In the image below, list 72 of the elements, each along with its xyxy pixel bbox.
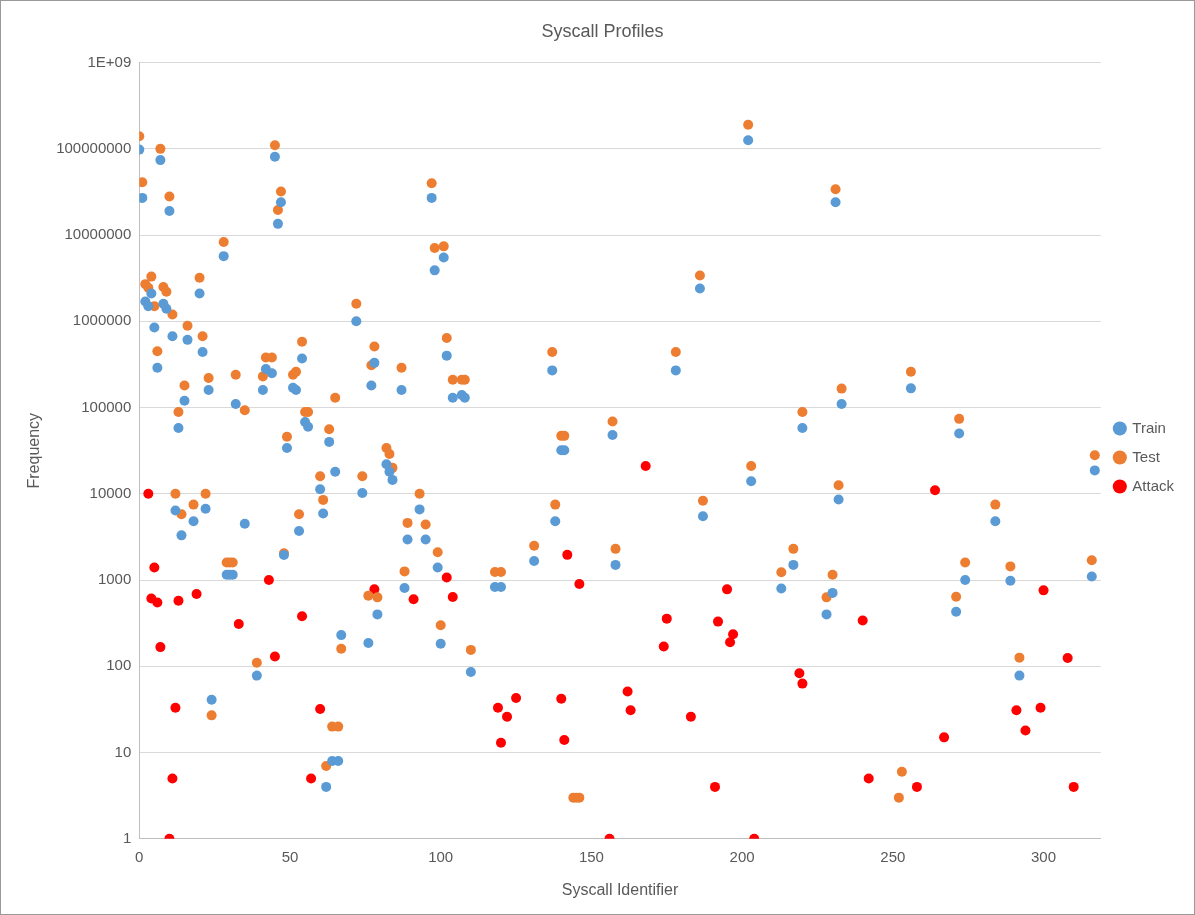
- point: [233, 618, 244, 629]
- y-tick-label: 1000: [97, 570, 132, 588]
- x-axis-title: Syscall Identifier: [561, 880, 679, 898]
- legend-label: Train: [1132, 418, 1166, 436]
- point: [315, 703, 326, 714]
- point: [863, 773, 874, 784]
- point: [640, 461, 651, 472]
- y-tick-label: 1E+09: [87, 52, 132, 70]
- y-tick-label: 10000000: [64, 225, 132, 243]
- y-tick-label: 100: [106, 656, 132, 674]
- y-tick-label: 10: [114, 742, 132, 760]
- y-tick-label: 100000000: [56, 138, 132, 156]
- point: [502, 711, 513, 722]
- point: [939, 732, 950, 743]
- x-tick-label: 100: [428, 847, 454, 865]
- point: [911, 781, 922, 792]
- point: [797, 678, 808, 689]
- chart-title: Syscall Profiles: [541, 20, 664, 41]
- y-tick-label: 1000000: [72, 311, 132, 329]
- point: [725, 637, 736, 648]
- x-tick-label: 150: [578, 847, 604, 865]
- legend-label: Test: [1132, 447, 1161, 465]
- point: [559, 734, 570, 745]
- point: [143, 488, 154, 499]
- point: [269, 651, 280, 662]
- point: [167, 773, 178, 784]
- point: [1020, 725, 1031, 736]
- y-tick-label: 100000: [81, 397, 132, 415]
- point: [556, 693, 567, 704]
- point: [408, 594, 419, 605]
- point: [170, 702, 181, 713]
- point: [441, 572, 452, 583]
- point: [1035, 702, 1046, 713]
- point: [155, 642, 166, 653]
- point: [447, 592, 458, 603]
- y-axis-title: Frequency: [25, 412, 43, 489]
- y-tick-label: 1: [122, 828, 132, 846]
- point: [857, 615, 868, 626]
- point: [722, 584, 733, 595]
- x-tick-label: 0: [135, 847, 144, 865]
- point: [574, 579, 585, 590]
- point: [492, 702, 503, 713]
- x-tick-label: 250: [880, 847, 906, 865]
- point: [495, 737, 506, 748]
- point: [149, 562, 160, 573]
- point: [661, 613, 672, 624]
- point: [1038, 585, 1049, 596]
- point: [625, 705, 636, 716]
- point: [1062, 652, 1073, 663]
- point: [658, 641, 669, 652]
- point: [562, 549, 573, 560]
- point: [263, 575, 274, 586]
- point: [152, 597, 163, 608]
- point: [728, 629, 739, 640]
- point: [713, 616, 724, 627]
- point: [511, 692, 522, 703]
- x-tick-label: 50: [281, 847, 299, 865]
- point: [191, 588, 202, 599]
- x-tick-label: 300: [1031, 847, 1057, 865]
- point: [710, 781, 720, 792]
- point: [1011, 705, 1022, 716]
- point: [930, 485, 941, 496]
- point: [794, 668, 805, 679]
- y-tick-label: 10000: [89, 483, 132, 501]
- point: [297, 611, 308, 622]
- point: [685, 711, 696, 722]
- legend-label: Attack: [1132, 476, 1175, 494]
- point: [1068, 781, 1079, 792]
- point: [622, 686, 633, 697]
- point: [173, 595, 184, 606]
- x-tick-label: 200: [729, 847, 755, 865]
- point: [306, 773, 317, 784]
